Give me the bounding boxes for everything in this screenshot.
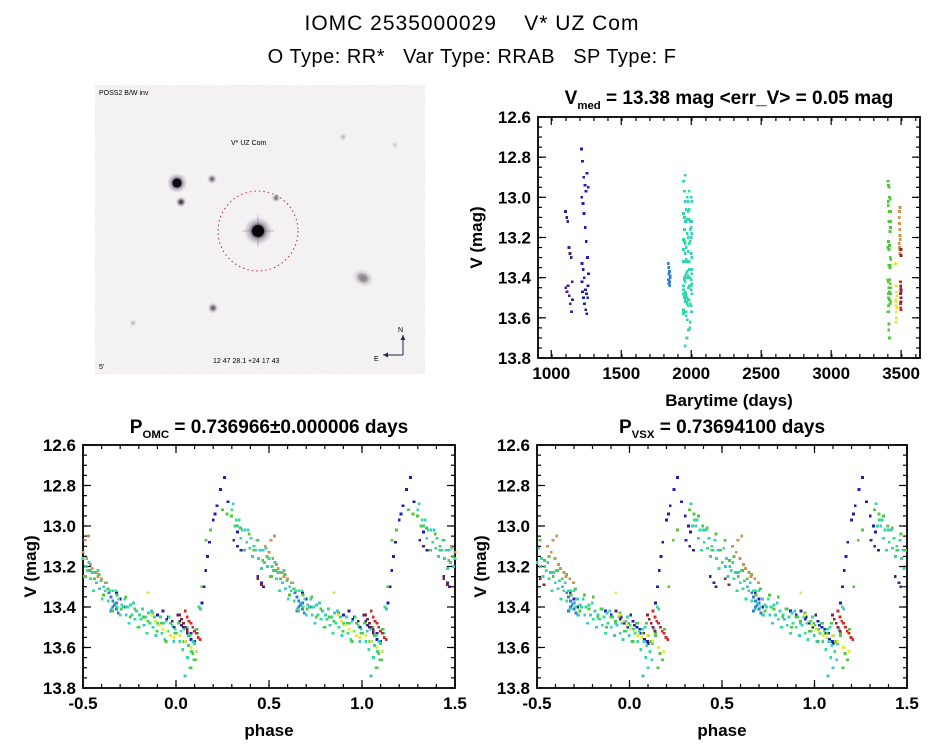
phase-plot-vsx: -0.5 0.0 0.5 1.0 1.5 12.6 12.8 13.0 13.2 13.4 13.6… (472, 436, 919, 740)
svg-text:13.0: 13.0 (43, 517, 76, 536)
svg-text:0.0: 0.0 (164, 694, 188, 713)
svg-text:13.4: 13.4 (498, 269, 532, 288)
svg-text:13.4: 13.4 (497, 598, 531, 617)
target-label: V* UZ Com (231, 140, 267, 147)
svg-text:1500: 1500 (602, 364, 640, 383)
svg-text:12.8: 12.8 (43, 477, 76, 496)
scale-label: 5' (99, 364, 104, 371)
compass-icon (383, 335, 406, 358)
finding-chart-image: POSS2 B/W inv V* UZ Com 12 47 28.1 +24 1… (95, 85, 425, 374)
compass-east-label: E (374, 356, 379, 363)
coords-label: 12 47 28.1 +24 17 43 (213, 358, 279, 365)
svg-text:13.8: 13.8 (43, 679, 76, 698)
svg-text:3500: 3500 (882, 364, 920, 383)
barytime-plot: 1000 1500 2000 2500 3000 3500 12.6 12.8 13.0 13.2… (470, 108, 921, 410)
phase-plot-omc: -0.5 0.0 0.5 1.0 1.5 12.6 12.8 13.0 13.2 13.4 13.6… (21, 436, 467, 740)
svg-text:13.2: 13.2 (498, 229, 531, 248)
svg-text:12.8: 12.8 (498, 148, 531, 167)
svg-text:1.5: 1.5 (443, 694, 467, 713)
svg-text:1000: 1000 (532, 364, 570, 383)
target-circle (217, 190, 299, 272)
page-subtitle: O Type: RR* Var Type: RRAB SP Type: F (267, 46, 677, 68)
page-title: IOMC 2535000029 V* UZ Com (304, 12, 640, 35)
svg-text:phase: phase (244, 721, 293, 740)
svg-text:13.4: 13.4 (43, 598, 77, 617)
target-star (242, 215, 274, 247)
field-stars (129, 133, 399, 327)
svg-text:0.0: 0.0 (618, 694, 642, 713)
compass-north-label: N (398, 327, 403, 334)
svg-text:13.8: 13.8 (497, 679, 530, 698)
svg-text:phase: phase (697, 721, 746, 740)
svg-text:3000: 3000 (812, 364, 850, 383)
svg-text:13.2: 13.2 (43, 558, 76, 577)
svg-text:13.6: 13.6 (497, 639, 530, 658)
svg-text:13.8: 13.8 (498, 349, 531, 368)
svg-text:0.5: 0.5 (257, 694, 281, 713)
svg-text:Barytime (days): Barytime (days) (665, 391, 793, 410)
svg-text:1.0: 1.0 (803, 694, 827, 713)
svg-text:0.5: 0.5 (710, 694, 734, 713)
svg-text:-0.5: -0.5 (522, 694, 551, 713)
svg-text:12.6: 12.6 (43, 436, 76, 455)
svg-text:13.2: 13.2 (497, 558, 530, 577)
svg-text:V (mag): V (mag) (21, 535, 40, 597)
svg-text:V (mag): V (mag) (472, 535, 490, 597)
svg-text:13.6: 13.6 (498, 309, 531, 328)
svg-text:13.0: 13.0 (498, 188, 531, 207)
svg-text:13.0: 13.0 (497, 517, 530, 536)
survey-label: POSS2 B/W inv (99, 90, 149, 97)
omc-plot-title: POMC = 0.736966±0.000006 days (129, 417, 409, 441)
svg-text:12.8: 12.8 (497, 477, 530, 496)
svg-text:-0.5: -0.5 (68, 694, 97, 713)
svg-text:2000: 2000 (672, 364, 710, 383)
svg-text:13.6: 13.6 (43, 639, 76, 658)
svg-text:1.0: 1.0 (350, 694, 374, 713)
svg-text:12.6: 12.6 (497, 436, 530, 455)
svg-text:12.6: 12.6 (498, 108, 531, 127)
svg-text:V (mag): V (mag) (470, 206, 486, 268)
svg-text:1.5: 1.5 (895, 694, 919, 713)
vsx-plot-title: PVSX = 0.73694100 days (618, 417, 826, 441)
barytime-plot-title: Vmed = 13.38 mag <err_V> = 0.05 mag (564, 88, 894, 112)
svg-text:2500: 2500 (742, 364, 780, 383)
